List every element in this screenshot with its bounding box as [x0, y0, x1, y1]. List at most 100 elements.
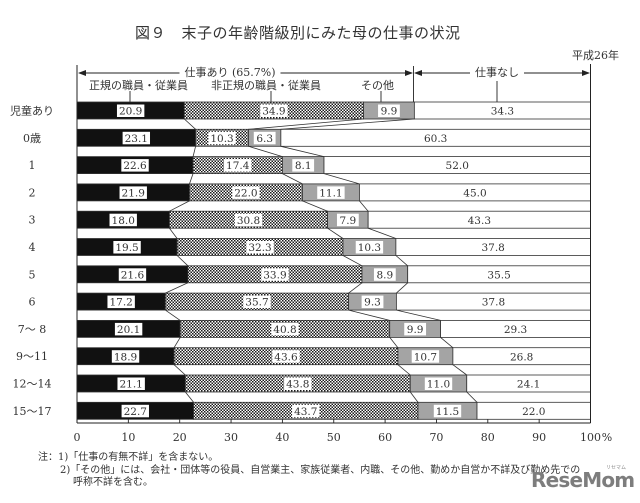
- value-label-box: [116, 104, 145, 117]
- bar-row: 22.7 43.7 11.5 22.0: [76, 401, 591, 420]
- category-label: 4: [29, 241, 36, 254]
- connector-line: [248, 118, 364, 130]
- value-label: 26.8: [510, 351, 533, 363]
- connector-line: [189, 173, 194, 185]
- value-label-box: [424, 377, 453, 390]
- value-label-box: [317, 186, 345, 199]
- x-axis-ticks: 0 10 20 30 40 50 60 70 80 90 100%: [74, 419, 612, 444]
- value-label: 43.3: [468, 215, 491, 227]
- connector-line: [169, 227, 178, 239]
- x-tick-label: 30: [224, 431, 238, 444]
- x-tick-label: 10: [121, 431, 135, 444]
- x-tick-label: 0: [74, 431, 81, 444]
- value-label-box: [122, 131, 151, 145]
- value-label-box: [272, 350, 300, 363]
- value-label: 40.8: [273, 324, 296, 336]
- connector-line: [184, 118, 196, 130]
- value-label: 7.9: [340, 215, 357, 227]
- connector-line: [396, 309, 441, 321]
- category-label: 7～ 8: [18, 323, 47, 336]
- connector-line: [173, 337, 181, 348]
- value-label-box: [114, 322, 143, 336]
- legend-regular-label: 正規の職員・従業員: [89, 79, 188, 92]
- value-label: 6.3: [256, 133, 273, 145]
- value-label: 34.3: [491, 106, 514, 118]
- connector-line: [176, 255, 189, 267]
- x-tick-label: 40: [275, 431, 289, 444]
- bar-row: 23.1 10.3 6.3 60.3: [76, 128, 591, 147]
- connector-line: [282, 173, 303, 185]
- bar-row: 22.6 17.4 8.1 52.0: [76, 156, 591, 175]
- x-tick-label: 90: [532, 431, 546, 444]
- value-label-box: [118, 268, 147, 281]
- x-tick-label: 80: [481, 431, 495, 444]
- value-label: 35.7: [245, 297, 268, 309]
- year-label: 平成26年: [572, 49, 619, 62]
- value-label-box: [243, 295, 271, 309]
- category-label: 3: [29, 214, 36, 227]
- value-label-box: [336, 213, 359, 227]
- value-label: 19.5: [115, 242, 138, 254]
- value-label: 43.6: [274, 351, 298, 363]
- value-label: 30.8: [237, 215, 260, 227]
- value-label-box: [378, 104, 400, 117]
- value-label: 21.6: [121, 269, 145, 281]
- value-label: 9.9: [407, 324, 424, 336]
- connector-line: [466, 391, 478, 403]
- connector-line: [440, 337, 454, 349]
- value-label: 52.0: [446, 160, 469, 172]
- value-label-box: [117, 377, 145, 390]
- value-label: 22.0: [522, 406, 545, 418]
- value-label: 32.3: [248, 242, 271, 254]
- bar-row: 19.5 32.3 10.3 37.8: [76, 238, 591, 256]
- value-label-box: [232, 186, 260, 199]
- x-tick-label: 70: [429, 431, 443, 444]
- x-axis-unit: %: [602, 431, 612, 444]
- value-label-box: [253, 131, 276, 145]
- value-label-box: [208, 131, 236, 145]
- value-label: 60.3: [424, 133, 447, 145]
- category-label: 9～11: [16, 350, 48, 363]
- connector-line: [302, 200, 328, 212]
- value-label-box: [411, 350, 440, 363]
- connector-line: [280, 118, 415, 130]
- connector-line: [185, 391, 194, 403]
- value-label: 18.0: [112, 215, 135, 227]
- category-label: 12～14: [13, 378, 52, 391]
- category-label: 5: [29, 268, 36, 281]
- value-label: 37.8: [481, 242, 504, 254]
- bar-row: 18.9 43.6 10.7 26.8: [76, 347, 591, 366]
- connector-line: [389, 337, 399, 348]
- footnote-1: 注：1)「仕事の有無不詳」を含まない。: [38, 452, 219, 463]
- value-label: 17.4: [226, 160, 250, 172]
- connector-line: [173, 364, 186, 376]
- value-label: 43.7: [294, 406, 317, 418]
- value-label: 45.0: [463, 188, 486, 200]
- x-tick-label: 50: [327, 431, 341, 444]
- connector-line: [248, 145, 283, 157]
- value-label-box: [355, 241, 384, 254]
- connector-line: [348, 309, 390, 321]
- watermark-kana: リセマム: [606, 465, 627, 471]
- bar-row: 17.2 35.7 9.3 37.8: [76, 292, 591, 311]
- value-label-box: [260, 104, 288, 117]
- connector-line: [368, 227, 397, 239]
- category-label: 6: [29, 296, 36, 309]
- value-label-box: [292, 404, 320, 418]
- value-label: 17.2: [109, 297, 132, 309]
- value-label-box: [224, 159, 252, 172]
- connector-line: [323, 173, 360, 185]
- connector-line: [327, 227, 344, 239]
- value-label: 29.3: [504, 324, 527, 336]
- value-label: 34.9: [262, 106, 285, 118]
- value-label: 37.8: [482, 297, 505, 309]
- bar-row: 21.1 43.8 11.0 24.1: [76, 374, 591, 393]
- bar-row: 21.9 22.0 11.1 45.0: [76, 183, 591, 202]
- value-label-box: [109, 213, 137, 227]
- watermark-logo: ReseMom: [531, 468, 635, 492]
- value-label-box: [246, 241, 274, 254]
- value-label: 10.3: [358, 242, 381, 254]
- connector-line: [169, 200, 190, 212]
- value-label: 33.9: [263, 269, 286, 281]
